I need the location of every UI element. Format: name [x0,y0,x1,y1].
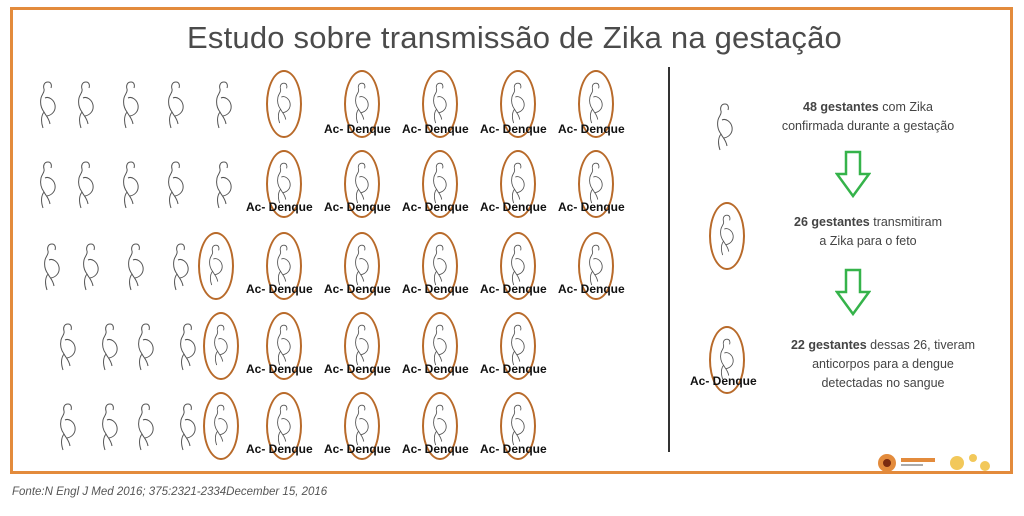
zika-dengue-oval [500,70,536,138]
dengue-label: Ac- Denque [480,442,547,456]
pregnant-woman-icon [76,240,106,296]
zika-dengue-oval [500,150,536,218]
zika-transmitted-oval [203,312,239,380]
pregnant-woman-icon [173,320,203,376]
legend-item-2-bold: 26 gestantes [794,215,870,229]
zika-dengue-oval [422,70,458,138]
zika-dengue-oval [266,232,302,300]
legend-item-3: 22 gestantes dessas 26, tiveram anticorp… [758,336,1008,393]
zika-dengue-oval [344,232,380,300]
zika-dengue-oval [500,392,536,460]
dengue-label: Ac- Denque [324,122,391,136]
dengue-label: Ac- Denque [324,282,391,296]
legend-item-2-rest: transmitiram [869,215,942,229]
dengue-label: Ac- Denque [480,362,547,376]
dengue-label: Ac- Denque [480,200,547,214]
legend-item-2-line2: a Zika para o feto [819,234,917,248]
zika-dengue-oval [344,150,380,218]
zika-dengue-oval [578,232,614,300]
legend-item-3-line3: detectadas no sangue [821,376,945,390]
divider [668,67,670,452]
pregnant-woman-icon [95,320,125,376]
pregnant-woman-icon [161,158,191,214]
zika-dengue-oval [422,232,458,300]
zika-transmitted-oval [203,392,239,460]
legend-item-1-rest: com Zika [878,100,933,114]
zika-transmitted-oval-icon [709,202,745,270]
dengue-label: Ac- Denque [402,362,469,376]
legend-item-1-line2: confirmada durante a gestação [781,119,955,133]
dengue-label: Ac- Denque [324,442,391,456]
pregnant-woman-icon [33,158,63,214]
dengue-label: Ac- Denque [480,282,547,296]
zika-dengue-oval [344,312,380,380]
dengue-label: Ac- Denque [690,374,757,388]
pregnant-woman-icon [53,400,83,456]
dengue-label: Ac- Denque [402,122,469,136]
zika-dengue-oval [422,150,458,218]
legend-item-3-rest: dessas 26, tiveram [866,338,976,352]
dengue-label: Ac- Denque [246,442,313,456]
pregnant-woman-icon [161,78,191,134]
zika-dengue-oval [266,312,302,380]
pregnant-woman-icon [166,240,196,296]
zika-dengue-oval [266,70,302,138]
legend-item-2: 26 gestantes transmitiram a Zika para o … [768,213,968,251]
zika-dengue-oval [578,70,614,138]
zika-dengue-oval [500,232,536,300]
pregnant-woman-icon [131,400,161,456]
dengue-label: Ac- Denque [324,362,391,376]
arrow-down-icon [835,150,871,198]
pregnant-woman-icon [37,240,67,296]
legend-item-1: 48 gestantes com Zika confirmada durante… [748,98,988,136]
zika-dengue-oval [422,392,458,460]
zika-dengue-oval [344,392,380,460]
dengue-label: Ac- Denque [246,282,313,296]
pregnant-woman-icon [209,78,239,134]
pregnant-woman-icon [71,78,101,134]
dengue-label: Ac- Denque [246,362,313,376]
pregnant-woman-icon [209,158,239,214]
dengue-label: Ac- Denque [246,200,313,214]
arrow-down-icon [835,268,871,316]
zika-dengue-oval [266,392,302,460]
pregnant-woman-icon [116,78,146,134]
pregnant-woman-icon [53,320,83,376]
dengue-label: Ac- Denque [558,200,625,214]
pregnant-woman-icon [116,158,146,214]
legend-item-3-bold: 22 gestantes [790,338,867,352]
zika-dengue-oval-icon [709,326,745,394]
pregnant-woman-icon [33,78,63,134]
pregnant-grid: Ac- Denque Ac- Denque Ac- Denque Ac- Denque… [13,10,668,477]
zika-dengue-oval [266,150,302,218]
page-title: Estudo sobre transmissão de Zika na gest… [187,20,842,55]
source-citation: Fonte:N Engl J Med 2016; 375:2321-2334De… [12,486,328,498]
pregnant-woman-icon [95,400,125,456]
dengue-label: Ac- Denque [402,442,469,456]
dengue-label: Ac- Denque [402,282,469,296]
legend-item-3-line2: anticorpos para a dengue [812,357,954,371]
zika-dengue-oval [344,70,380,138]
zika-dengue-oval [578,150,614,218]
dengue-label: Ac- Denque [558,122,625,136]
infographic-frame: Estudo sobre transmissão de Zika na gest… [10,7,1013,474]
pregnant-woman-icon [71,158,101,214]
dengue-label: Ac- Denque [402,200,469,214]
pregnant-woman-icon [121,240,151,296]
zika-dengue-oval [422,312,458,380]
pregnant-woman-icon [710,100,740,156]
pregnant-woman-icon [173,400,203,456]
dengue-label: Ac- Denque [558,282,625,296]
dengue-label: Ac- Denque [324,200,391,214]
pregnant-woman-icon [131,320,161,376]
dengue-label: Ac- Denque [480,122,547,136]
legend-item-1-bold: 48 gestantes [803,100,879,114]
zika-transmitted-oval [198,232,234,300]
infectologia-logo [878,454,990,472]
zika-dengue-oval [500,312,536,380]
